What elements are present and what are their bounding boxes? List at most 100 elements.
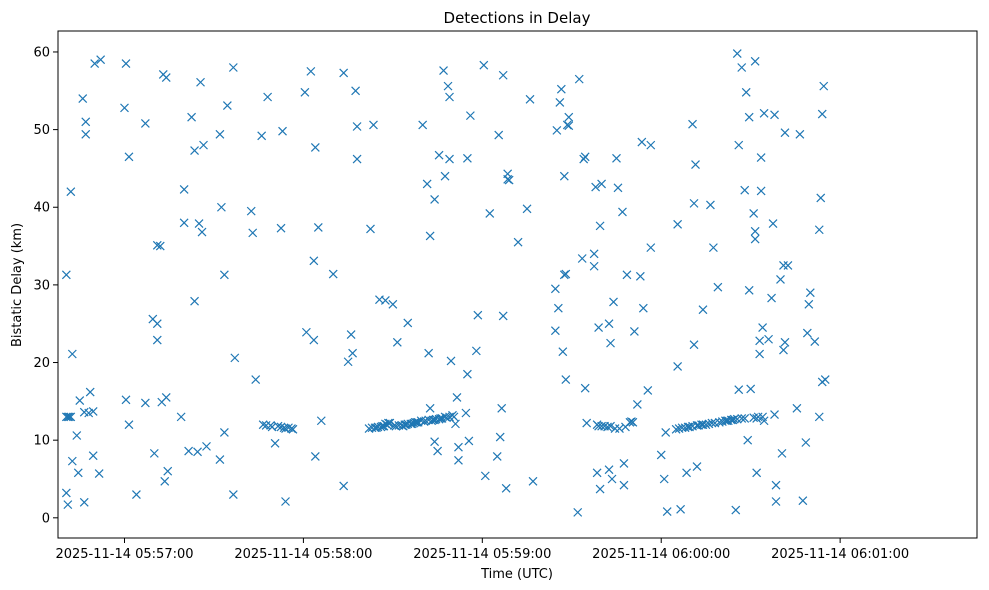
data-point bbox=[577, 254, 587, 263]
data-point bbox=[197, 227, 207, 237]
data-point bbox=[606, 421, 615, 431]
data-point bbox=[301, 327, 311, 337]
data-point bbox=[755, 349, 765, 359]
data-point bbox=[697, 420, 706, 430]
data-point bbox=[418, 120, 428, 130]
data-point bbox=[471, 346, 481, 356]
data-point bbox=[682, 468, 691, 478]
data-point bbox=[619, 459, 629, 468]
y-tick-label: 40 bbox=[33, 201, 50, 216]
x-axis-label: Time (UTC) bbox=[480, 567, 553, 582]
data-point bbox=[676, 504, 686, 514]
data-point bbox=[671, 424, 681, 434]
data-point bbox=[561, 375, 571, 385]
data-point bbox=[767, 293, 776, 303]
data-point bbox=[553, 303, 563, 313]
data-point bbox=[230, 353, 240, 363]
data-point bbox=[339, 481, 349, 491]
data-point bbox=[607, 474, 617, 484]
data-point bbox=[78, 94, 88, 103]
data-point bbox=[79, 497, 89, 507]
data-point bbox=[692, 462, 702, 471]
data-point bbox=[759, 108, 769, 118]
data-point bbox=[779, 345, 788, 355]
data-point bbox=[422, 179, 432, 189]
data-point bbox=[744, 112, 754, 122]
data-point bbox=[713, 282, 723, 292]
data-point bbox=[561, 269, 571, 279]
data-point bbox=[603, 422, 612, 432]
data-point bbox=[190, 146, 199, 155]
data-point bbox=[61, 412, 71, 422]
data-point bbox=[246, 206, 256, 216]
data-point bbox=[494, 130, 504, 140]
data-point bbox=[629, 327, 639, 336]
data-point bbox=[73, 468, 83, 478]
data-point bbox=[273, 421, 283, 431]
data-point bbox=[755, 336, 765, 346]
data-point bbox=[661, 427, 671, 437]
data-point bbox=[622, 270, 632, 280]
data-point bbox=[248, 228, 258, 238]
data-point bbox=[604, 319, 614, 329]
data-point bbox=[72, 431, 82, 440]
data-point bbox=[67, 349, 77, 359]
data-point bbox=[691, 160, 700, 169]
data-point bbox=[816, 193, 826, 203]
data-point bbox=[462, 369, 472, 379]
data-point bbox=[309, 335, 319, 345]
data-point bbox=[550, 284, 560, 294]
data-point bbox=[433, 446, 443, 456]
data-point bbox=[750, 226, 760, 236]
data-point bbox=[149, 448, 159, 458]
data-point bbox=[771, 497, 781, 506]
data-point bbox=[759, 416, 769, 426]
data-point bbox=[228, 490, 238, 499]
data-point bbox=[187, 112, 197, 122]
data-point bbox=[737, 63, 747, 72]
data-point bbox=[281, 497, 290, 506]
data-point bbox=[564, 121, 574, 131]
data-point bbox=[744, 285, 754, 295]
data-point bbox=[743, 435, 753, 445]
data-point bbox=[750, 234, 760, 244]
data-point bbox=[688, 119, 697, 129]
data-point bbox=[66, 187, 76, 197]
data-point bbox=[501, 483, 511, 493]
data-point bbox=[140, 398, 150, 408]
data-point bbox=[430, 437, 440, 447]
data-point bbox=[708, 243, 718, 253]
data-point bbox=[462, 153, 472, 163]
data-point bbox=[610, 424, 620, 433]
data-point bbox=[385, 418, 395, 428]
data-point bbox=[779, 261, 788, 270]
data-point bbox=[817, 109, 827, 119]
data-point bbox=[810, 337, 820, 346]
data-point bbox=[316, 416, 326, 426]
data-point bbox=[140, 118, 150, 128]
data-point bbox=[313, 223, 323, 232]
data-point bbox=[425, 403, 435, 413]
data-point bbox=[734, 140, 744, 150]
data-point bbox=[495, 432, 505, 442]
data-point bbox=[707, 418, 717, 428]
data-point bbox=[454, 455, 463, 465]
data-point bbox=[492, 452, 502, 461]
data-point bbox=[120, 103, 129, 113]
data-point bbox=[698, 305, 708, 315]
data-point bbox=[309, 256, 319, 266]
data-point bbox=[513, 237, 523, 247]
data-point bbox=[612, 153, 621, 163]
data-point bbox=[604, 465, 614, 475]
data-point bbox=[555, 98, 565, 107]
data-point bbox=[94, 469, 104, 478]
data-point bbox=[416, 416, 426, 426]
data-point bbox=[783, 261, 793, 270]
data-point bbox=[689, 340, 699, 350]
data-point bbox=[464, 436, 474, 446]
data-point bbox=[522, 204, 532, 214]
data-point bbox=[346, 330, 356, 340]
data-point bbox=[194, 219, 204, 228]
data-point bbox=[801, 438, 811, 447]
